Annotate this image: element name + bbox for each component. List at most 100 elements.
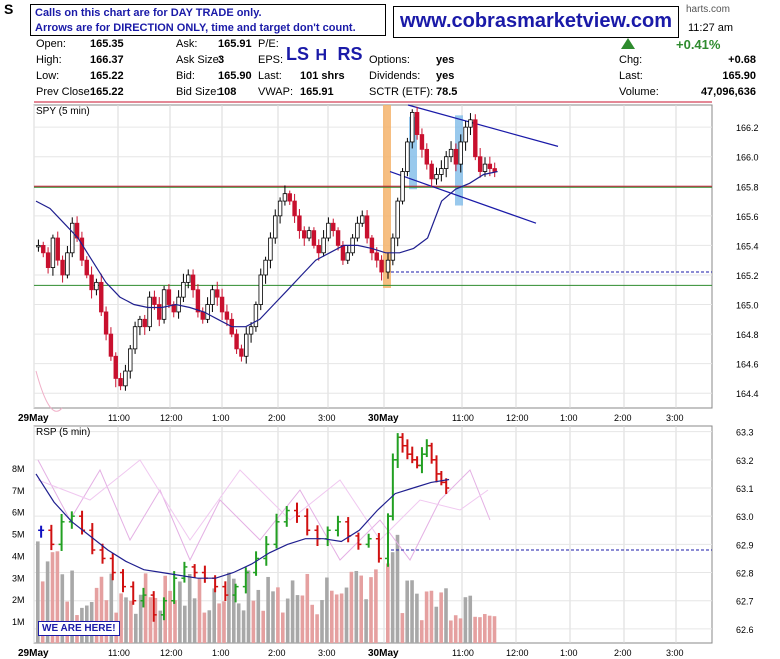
candle-body: [385, 259, 391, 273]
volume-bar: [241, 610, 246, 643]
candle-body: [405, 141, 410, 172]
volume-bar: [183, 605, 187, 643]
y-tick-label: 165.8: [736, 182, 759, 192]
stat-label: Last:: [619, 70, 643, 82]
volume-bar: [129, 600, 133, 643]
channel-upper-line: [407, 104, 559, 147]
candle-body: [65, 252, 70, 276]
x-tick-label: 2:00: [614, 413, 632, 423]
volume-bar: [202, 612, 207, 643]
stat-value: 78.5: [436, 86, 458, 98]
volume-bar: [405, 580, 409, 643]
y-tick-label: 63.1: [736, 484, 754, 494]
volume-bar: [473, 616, 477, 643]
volume-bar: [359, 575, 363, 643]
candle-body: [306, 230, 312, 239]
volume-tick-label: 5M: [12, 530, 25, 540]
candle-body: [132, 326, 138, 350]
x-tick-label: 2:00: [268, 413, 286, 423]
stat-label: VWAP:: [258, 86, 294, 98]
volume-bar: [99, 576, 104, 643]
candle-body: [482, 163, 488, 172]
x-tick-label: 3:00: [318, 648, 336, 658]
volume-bar: [187, 574, 192, 643]
x-tick-label: 12:00: [506, 413, 529, 423]
volume-bar: [222, 601, 226, 643]
volume-bar: [55, 551, 60, 643]
volume-bar: [339, 593, 344, 643]
candle-body: [50, 237, 56, 268]
volume-bar: [227, 572, 231, 643]
volume-bar: [415, 593, 419, 643]
candle-body: [84, 259, 89, 276]
volume-bar: [70, 570, 74, 643]
x-tick-label: 29May: [18, 648, 49, 659]
candle-body: [41, 245, 46, 254]
candle-body: [60, 259, 65, 276]
channel-lower-line: [389, 170, 537, 224]
rsp-panel-frame: [33, 425, 713, 644]
x-tick-label: 3:00: [318, 413, 336, 423]
stat-label: P/E:: [258, 38, 279, 50]
candle-body: [297, 215, 302, 232]
stat-label: SCTR (ETF):: [369, 86, 434, 98]
volume-bar: [386, 563, 390, 643]
x-tick-label: 12:00: [160, 413, 183, 423]
candle-body: [268, 237, 273, 261]
volume-tick-label: 4M: [12, 551, 25, 561]
candle-body: [273, 215, 278, 239]
candle-body: [219, 296, 225, 313]
volume-bar: [354, 570, 359, 643]
stat-label: Options:: [369, 54, 410, 66]
ticker-fragment: S: [4, 1, 14, 17]
x-tick-label: 2:00: [268, 648, 286, 658]
candle-body: [321, 237, 326, 254]
x-tick-label: 11:00: [452, 648, 474, 658]
x-tick-label: 3:00: [666, 648, 684, 658]
volume-bar: [369, 577, 373, 643]
candle-body: [99, 281, 104, 313]
rsp-title: RSP (5 min): [36, 427, 90, 438]
stat-value: +0.68: [728, 54, 756, 66]
candle-body: [152, 296, 157, 305]
stat-value: 108: [218, 86, 237, 98]
x-tick-label: 2:00: [614, 648, 632, 658]
candle-body: [113, 355, 118, 379]
stat-value: 165.22: [90, 86, 124, 98]
volume-bar: [134, 613, 138, 643]
volume-bar: [285, 598, 290, 643]
volume-bar: [492, 616, 497, 643]
stat-value: yes: [436, 70, 455, 82]
candle-body: [210, 289, 215, 305]
y-tick-label: 165.0: [736, 301, 759, 311]
volume-bar: [400, 613, 405, 643]
volume-bar: [178, 581, 182, 643]
volume-bar: [344, 587, 349, 643]
up-arrow-icon: [621, 38, 635, 49]
day-trade-notice: Calls on this chart are for DAY TRADE on…: [30, 4, 386, 36]
y-tick-label: 165.2: [736, 271, 759, 281]
volume-bar: [349, 571, 354, 643]
candle-body: [287, 193, 292, 202]
candle-body: [205, 304, 210, 320]
volume-bar: [444, 588, 448, 643]
site-url-banner[interactable]: www.cobrasmarketview.com: [393, 6, 679, 38]
volume-bar: [374, 569, 378, 643]
x-tick-label: 1:00: [560, 648, 578, 658]
candle-body: [439, 168, 444, 175]
volume-bar: [364, 599, 368, 643]
candle-body: [70, 222, 75, 254]
candle-body: [473, 119, 478, 158]
candle-body: [258, 274, 263, 305]
percent-change: +0.41%: [676, 37, 721, 52]
volume-bar: [148, 597, 153, 643]
volume-bar: [124, 597, 128, 643]
candle-body: [282, 193, 288, 202]
candle-body: [395, 200, 400, 239]
stat-label: Ask:: [176, 38, 198, 50]
volume-bar: [236, 603, 241, 643]
stat-label: Dividends:: [369, 70, 421, 82]
candle-body: [128, 348, 133, 372]
volume-bar: [315, 614, 319, 643]
volume-bar: [232, 578, 236, 643]
